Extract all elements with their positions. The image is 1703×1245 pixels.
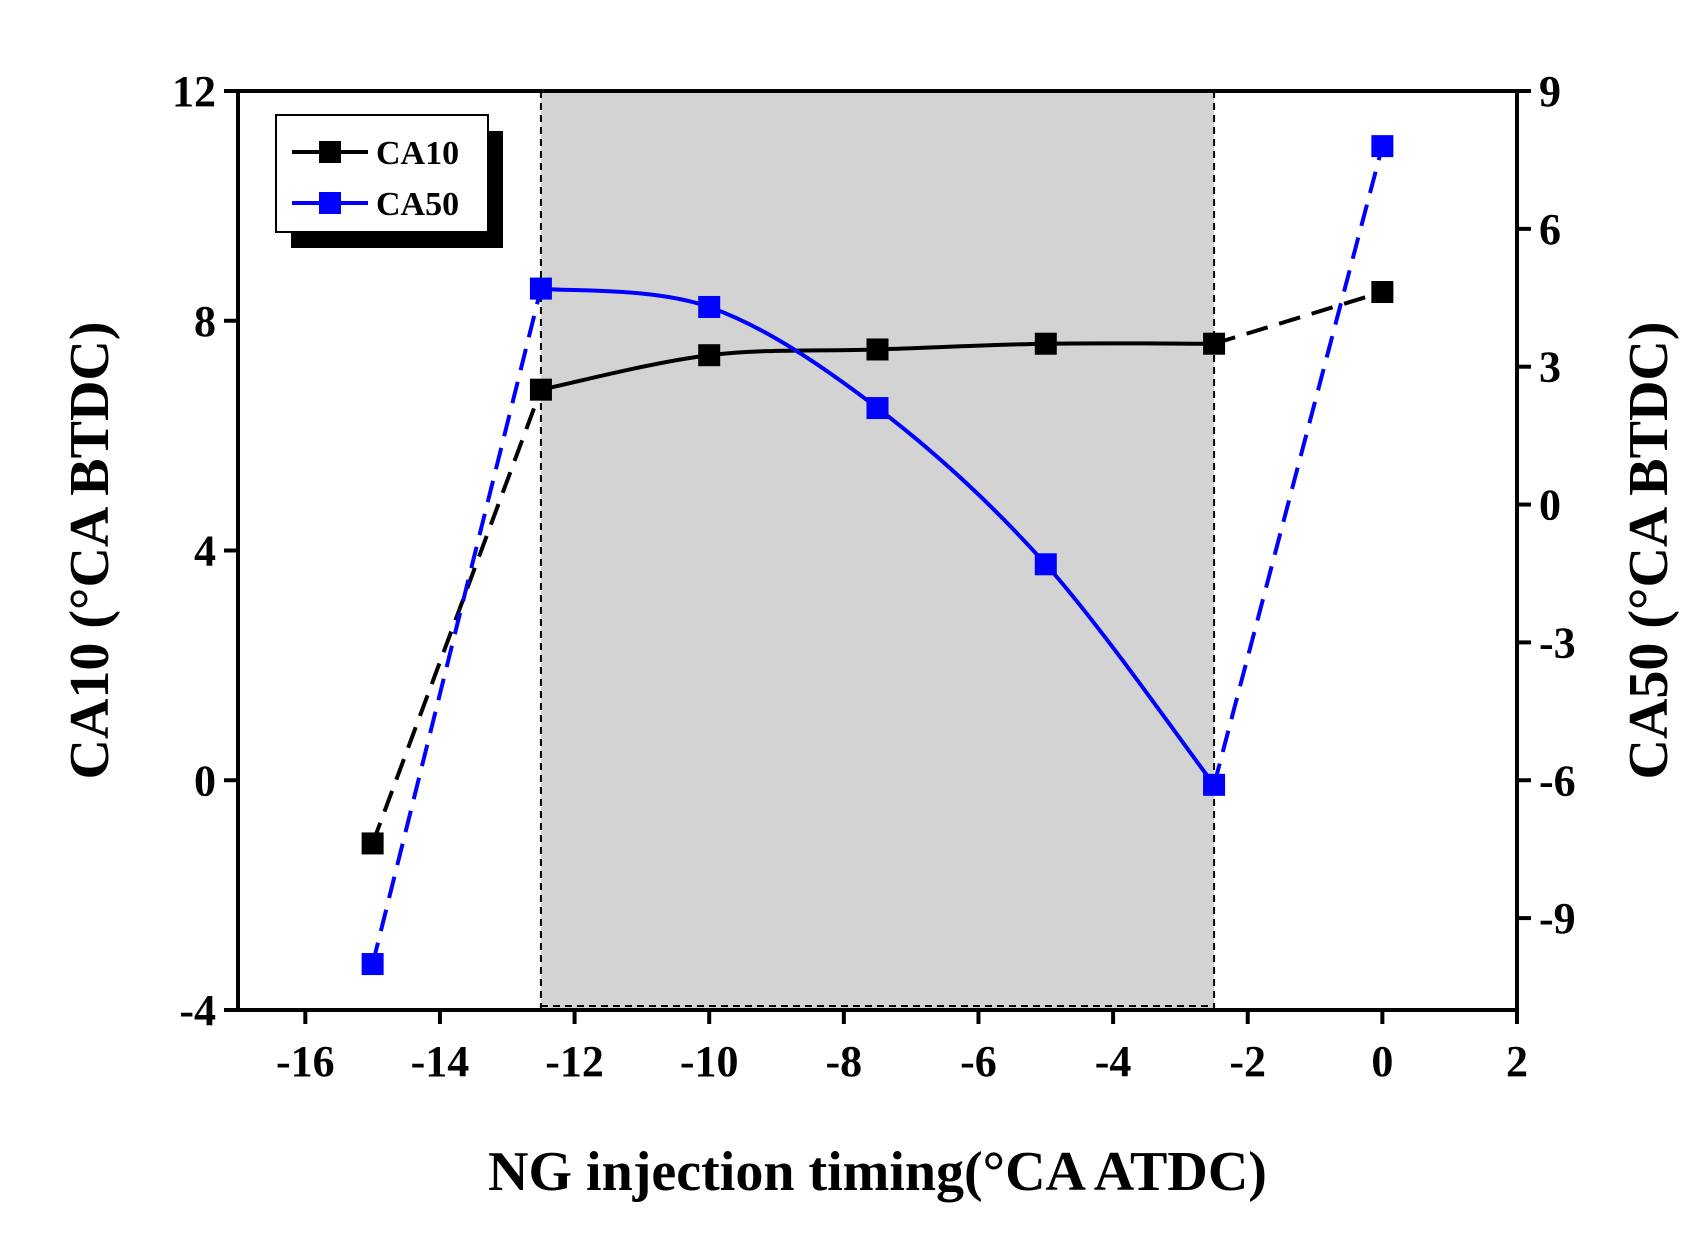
ca10-marker <box>1034 332 1057 355</box>
y-left-axis-title: CA10 (°CA BTDC) <box>59 322 121 780</box>
x-axis-title: NG injection timing(°CA ATDC) <box>488 1141 1267 1203</box>
y-right-tick-label: -6 <box>1539 756 1576 805</box>
y-left-tick-label: -4 <box>179 986 216 1035</box>
y-right-tick-label: 6 <box>1539 205 1561 254</box>
ca10-dashed-right-segment <box>1213 290 1383 346</box>
ca10-dashed-left-segment <box>370 388 543 845</box>
y-right-tick-label: -9 <box>1539 894 1576 943</box>
x-tick-label: -6 <box>960 1037 997 1086</box>
legend: CA10 CA50 <box>275 114 503 248</box>
ca10-marker <box>866 338 889 361</box>
x-tick-label: -10 <box>680 1037 739 1086</box>
y-right-tick-label: 9 <box>1539 67 1561 116</box>
legend-box <box>275 114 489 233</box>
ca10-marker <box>361 832 384 855</box>
y-left-tick-label: 8 <box>194 297 216 346</box>
ca50-marker <box>1371 135 1394 158</box>
x-tick-label: -12 <box>545 1037 604 1086</box>
ca50-marker <box>698 295 721 318</box>
y-right-tick-label: 3 <box>1539 343 1561 392</box>
ca10-marker <box>698 344 721 367</box>
legend-label-ca10: CA10 <box>376 135 459 172</box>
x-tick-label: -14 <box>411 1037 470 1086</box>
legend-marker-ca50 <box>319 192 341 214</box>
y-right-tick-label: -3 <box>1539 618 1576 667</box>
y-left-tick-label: 12 <box>172 67 216 116</box>
series-layer <box>361 135 1394 976</box>
ca50-dashed-right-segment <box>1212 145 1385 786</box>
y-right-tick-label: 0 <box>1539 481 1561 530</box>
ca50-dashed-left-segment <box>370 288 543 965</box>
x-tick-label: -8 <box>826 1037 863 1086</box>
legend-label-ca50: CA50 <box>376 186 459 223</box>
x-tick-label: 2 <box>1506 1037 1528 1086</box>
ca50-marker <box>866 397 889 420</box>
y-left-tick-label: 0 <box>194 756 216 805</box>
ca50-marker <box>1034 553 1057 576</box>
legend-marker-ca10 <box>319 141 341 163</box>
ticks-layer: -16 -14 -12 -10 -8 -6 -4 -2 0 2 -4 0 4 8 12 -9 -6 -3 0 3 6 9 <box>172 67 1576 1086</box>
ca50-marker <box>361 953 384 976</box>
x-tick-label: -4 <box>1095 1037 1132 1086</box>
y-left-tick-label: 4 <box>194 527 216 576</box>
x-tick-label: -2 <box>1229 1037 1266 1086</box>
ca10-marker <box>529 378 552 401</box>
x-tick-label: 0 <box>1371 1037 1393 1086</box>
ca10-marker <box>1371 281 1394 304</box>
ca50-marker <box>529 277 552 300</box>
plot-shaded-region <box>540 91 1215 1010</box>
ca50-marker <box>1203 773 1226 796</box>
ca10-marker <box>1203 332 1226 355</box>
y-right-axis-title: CA50 (°CA BTDC) <box>1618 322 1680 780</box>
x-tick-label: -16 <box>276 1037 335 1086</box>
